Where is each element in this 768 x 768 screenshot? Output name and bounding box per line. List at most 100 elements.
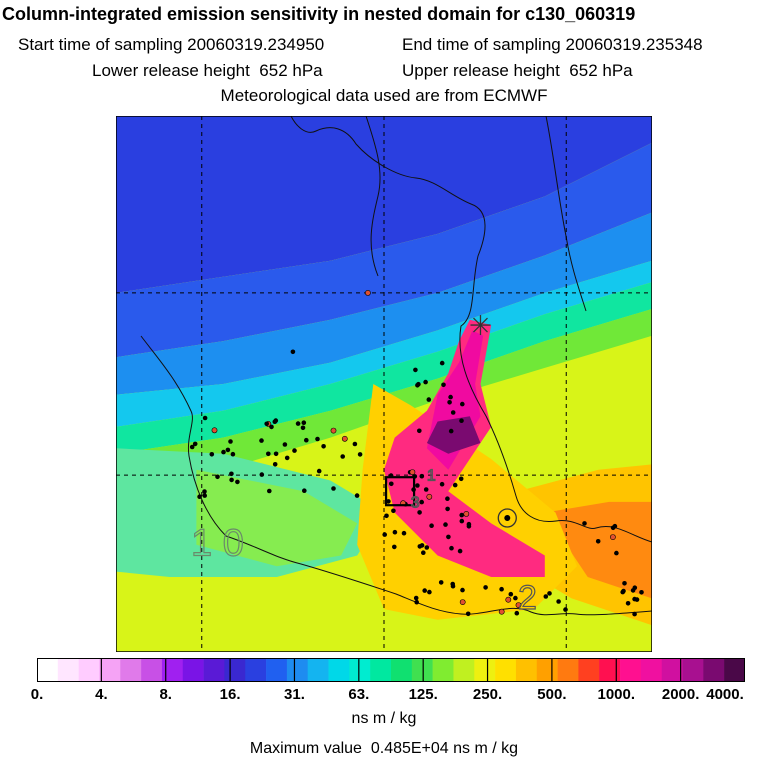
station-dot-78 [458,476,464,482]
station-dot-126 [632,596,637,602]
annotations: 1 0 2 31 [190,315,538,618]
station-dot-116 [508,591,514,597]
station-dot-22 [266,451,271,457]
station-dot-0 [272,462,278,467]
station-dot-26 [316,468,322,474]
station-dot-46 [382,532,388,537]
station-dot-56 [421,550,426,555]
colorbar-swatch-4 [120,658,142,682]
station-dot-35 [215,474,220,480]
colorbar-swatch-14 [328,658,350,682]
station-dot-27 [192,441,198,447]
station-dot-8 [209,452,215,457]
station-dot-60 [419,473,425,479]
station-dot-108 [413,595,419,601]
colorbar-swatch-20 [453,658,475,682]
start-time-line: Start time of sampling 20060319.234950 [18,35,324,55]
station-dot-119 [450,583,456,589]
station-dot-62 [446,534,451,540]
station-dot-76 [409,469,416,475]
station-dot-98 [448,428,454,434]
station-dot-87 [447,400,452,405]
station-dot-16 [292,448,297,453]
colorbar-swatch-29 [640,658,662,682]
station-dot-86 [413,367,418,373]
lower-value: 652 hPa [259,61,323,80]
coastline-north [365,116,381,277]
station-dot-97 [416,381,421,387]
colorbar-tick-label-7: 250. [472,686,503,703]
contour-label-1: 2 [518,579,537,617]
station-dot-95 [448,394,453,400]
end-value: 20060319.235348 [565,35,703,54]
station-dot-1 [230,451,236,457]
station-dot-29 [315,436,320,442]
colorbar-swatch-23 [515,658,538,682]
colorbar [37,658,745,682]
colorbar-tick-label-9: 1000. [597,686,636,703]
colorbar-tick-label-0: 0. [30,686,44,703]
station-dot-7 [197,494,202,500]
end-time-line: End time of sampling 20060319.235348 [402,35,703,55]
station-dot-19 [259,472,265,477]
contour-label-2: 3 [411,494,420,511]
coastline-west [140,335,652,616]
station-dot-92 [460,401,465,407]
station-dot-45 [391,508,396,514]
station-dot-83 [423,487,429,492]
station-dot-20 [352,441,358,447]
station-dot-33 [269,424,274,430]
field-contour-1 [116,142,652,358]
station-dot-52 [419,499,425,505]
colorbar-tick-label-5: 63. [348,686,370,703]
station-dot-74 [389,481,394,487]
station-dot-65 [466,524,472,529]
station-dot-128 [632,585,638,590]
colorbar-unit: ns m / kg [351,710,417,727]
station-dot-42 [228,439,233,444]
station-dot-136 [609,534,616,540]
colorbar-swatch-22 [495,658,517,682]
max-unit: ns m / kg [453,740,519,757]
station-dot-39 [331,486,336,491]
station-dot-34 [341,435,348,442]
colorbar-swatch-19 [432,658,454,682]
contour-label-0: 1 0 [191,523,244,565]
station-dot-66 [439,481,445,487]
colorbar-swatch-2 [78,658,100,682]
station-dot-14 [202,493,207,498]
circle-marker-center [504,515,511,521]
upper-label: Upper release height [402,61,560,80]
station-dot-12 [282,442,288,447]
lower-label: Lower release height [92,61,250,80]
max-label: Maximum value [249,740,362,757]
station-dot-67 [426,493,433,500]
contour-label-3: 1 [427,467,436,484]
station-dot-48 [443,522,448,527]
station-dot-105 [460,587,465,593]
upper-value: 652 hPa [569,61,633,80]
start-label: Start time of sampling [18,35,183,54]
colorbar-tick-label-10: 2000. [661,686,700,703]
station-dot-111 [514,610,520,616]
colorbar-swatch-24 [536,658,558,682]
station-dot-53 [459,512,465,518]
colorbar-swatch-25 [557,658,579,682]
station-dot-30 [189,444,195,450]
max-value: 0.485E+04 [370,740,449,757]
station-dot-4 [301,420,307,426]
colorbar-swatch-16 [370,658,392,682]
station-dot-28 [225,447,231,453]
station-dot-123 [622,581,627,586]
station-dot-135 [582,521,587,526]
station-dot-107 [513,595,518,601]
upper-height-line: Upper release height 652 hPa [402,61,633,81]
colorbar-swatch-7 [182,658,204,682]
field-contour-2 [116,212,652,395]
coastlines [140,116,652,616]
station-dot-112 [438,580,444,585]
station-dot-68 [463,510,470,517]
colorbar-swatch-12 [286,658,308,682]
station-dot-138 [290,349,296,355]
source-box [384,476,416,507]
